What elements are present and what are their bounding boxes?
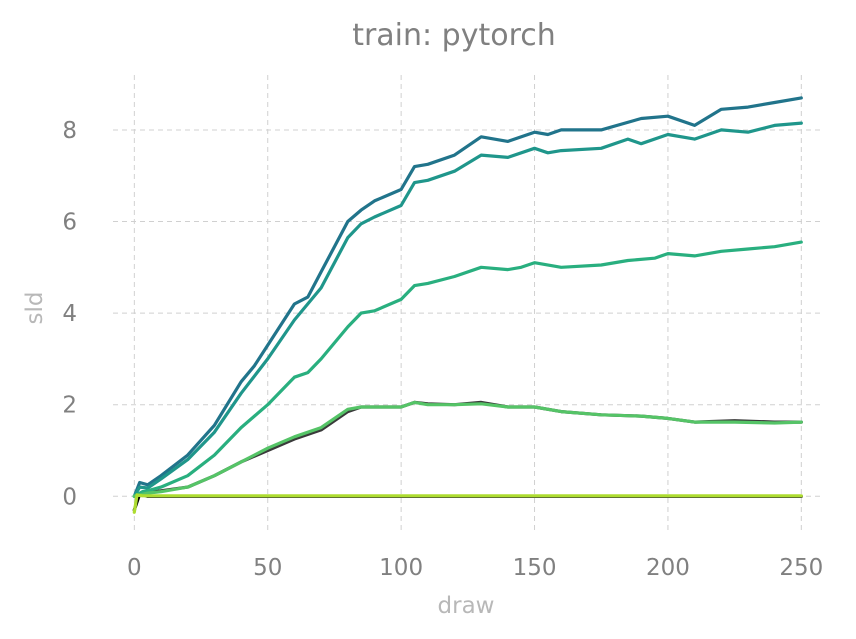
y-tick-label: 4 bbox=[62, 301, 77, 327]
x-tick-label: 0 bbox=[127, 555, 142, 581]
y-tick-label: 6 bbox=[62, 210, 77, 236]
x-tick-label: 250 bbox=[779, 555, 823, 581]
series-line-2 bbox=[132, 400, 803, 498]
series-line-5 bbox=[132, 240, 803, 498]
y-tick-label: 0 bbox=[62, 484, 77, 510]
series-line-3 bbox=[132, 96, 803, 498]
tick-labels: 0 50 100 150 200 250 0 2 4 6 8 bbox=[62, 118, 823, 581]
x-tick-label: 50 bbox=[253, 555, 282, 581]
series-line-4 bbox=[132, 121, 803, 498]
y-axis-label: sld bbox=[22, 292, 48, 325]
series-line-6 bbox=[132, 400, 803, 498]
x-tick-label: 100 bbox=[379, 555, 423, 581]
series-line-7 bbox=[132, 493, 803, 514]
chart-title: train: pytorch bbox=[352, 18, 556, 53]
x-tick-label: 150 bbox=[513, 555, 557, 581]
plot-series bbox=[132, 96, 803, 514]
y-tick-label: 8 bbox=[62, 118, 77, 144]
x-tick-label: 200 bbox=[646, 555, 690, 581]
x-axis-label: draw bbox=[438, 593, 495, 619]
y-tick-label: 2 bbox=[62, 393, 77, 419]
grid bbox=[113, 75, 820, 532]
